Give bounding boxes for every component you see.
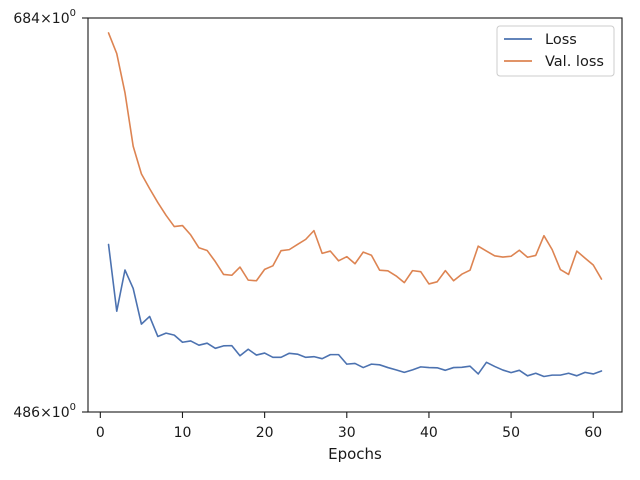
x-tick-label: 20 xyxy=(256,425,274,441)
x-tick-label: 60 xyxy=(584,425,602,441)
plot-background xyxy=(88,18,622,412)
x-tick-label: 0 xyxy=(96,425,105,441)
x-tick-label: 10 xyxy=(174,425,192,441)
x-tick-label: 50 xyxy=(502,425,520,441)
series-line-1 xyxy=(107,32,603,285)
y-tick-label: 684×100 xyxy=(13,8,76,27)
legend-label: Loss xyxy=(545,32,577,48)
plot-frame xyxy=(87,17,623,413)
x-axis-ticks: 0 10 20 30 40 50 60 xyxy=(96,412,602,441)
series-layer xyxy=(107,32,603,378)
y-tick-label: 486×100 xyxy=(13,402,76,421)
x-tick-label: 40 xyxy=(420,425,438,441)
series-line-0 xyxy=(107,243,603,378)
x-tick-label: 30 xyxy=(338,425,356,441)
y-axis-ticks: 684×100 486×100 xyxy=(13,8,88,421)
x-axis-title: Epochs xyxy=(328,445,382,463)
legend: Loss Val. loss xyxy=(496,25,615,77)
legend-label: Val. loss xyxy=(545,54,604,70)
